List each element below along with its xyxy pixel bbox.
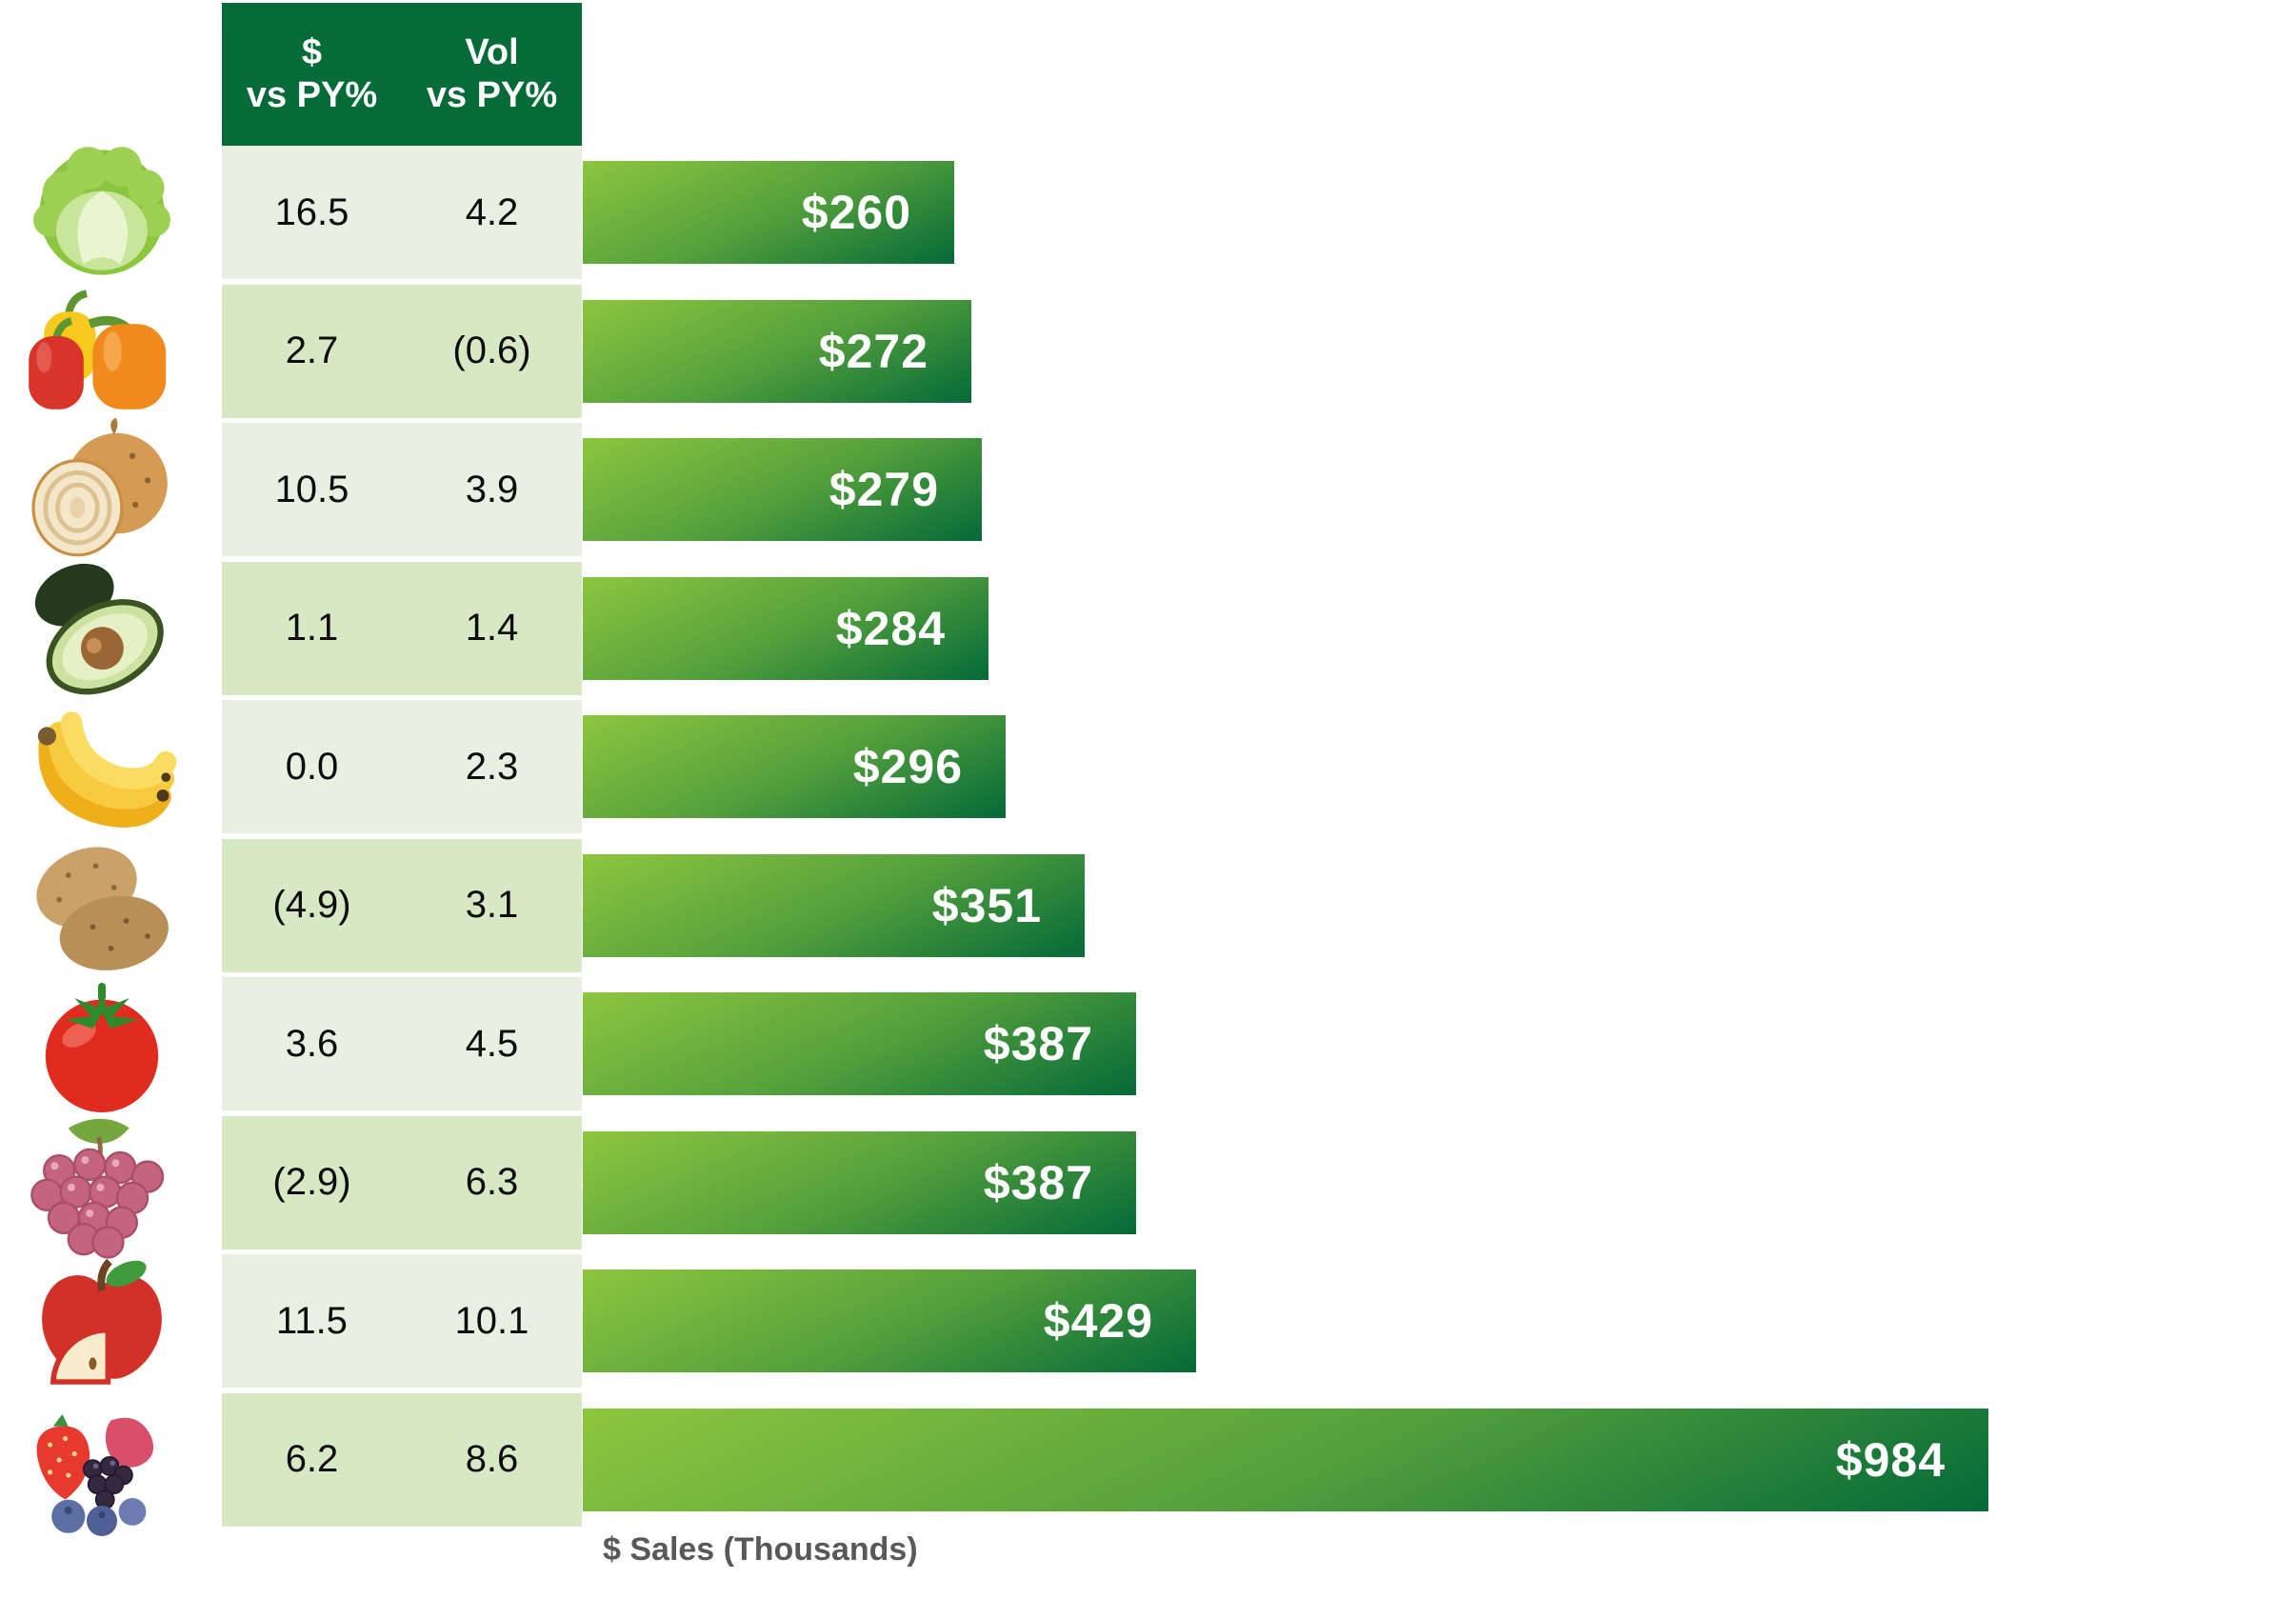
- produce-row: 16.5 4.2 $260: [0, 146, 2296, 279]
- vol-vs-py-cell: 2.3: [465, 745, 519, 788]
- produce-row: 2.7 (0.6) $272: [0, 284, 2296, 418]
- sales-value-label: $296: [852, 740, 963, 793]
- vol-vs-py-cell: 10.1: [454, 1299, 529, 1342]
- produce-row: 3.6 4.5 $387: [0, 977, 2296, 1112]
- sales-bar: $429: [583, 1269, 1196, 1372]
- sales-value-label: $284: [835, 601, 946, 655]
- vol-vs-py-cell: 8.6: [465, 1438, 519, 1480]
- bananas-icon: [13, 690, 190, 843]
- sales-value-label: $387: [983, 1017, 1093, 1070]
- grapes-icon: [13, 1107, 190, 1259]
- dollar-vs-py-cell: 6.2: [285, 1438, 339, 1480]
- vol-vs-py-cell: 3.9: [465, 468, 519, 510]
- lettuce-icon: [13, 136, 190, 289]
- table-row: 6.2 8.6: [222, 1392, 582, 1527]
- produce-row: 11.5 10.1 $429: [0, 1254, 2296, 1388]
- dollar-vs-py-cell: 11.5: [276, 1299, 348, 1342]
- table-header: $ vs PY% Vol vs PY%: [222, 3, 582, 146]
- vol-vs-py-cell: 6.3: [465, 1161, 519, 1203]
- sales-bar: $260: [583, 161, 954, 264]
- produce-row: 0.0 2.3 $296: [0, 700, 2296, 833]
- produce-row: 10.5 3.9 $279: [0, 417, 2296, 557]
- sales-value-label: $387: [983, 1155, 1093, 1209]
- table-row: 0.0 2.3: [222, 700, 582, 833]
- sales-value-label: $260: [801, 186, 911, 239]
- table-row: (2.9) 6.3: [222, 1115, 582, 1249]
- produce-row: (4.9) 3.1 $351: [0, 838, 2296, 972]
- sales-value-label: $429: [1043, 1294, 1153, 1348]
- sales-bar: $984: [583, 1408, 1988, 1511]
- produce-row: 6.2 8.6 $984: [0, 1392, 2296, 1536]
- table-row: 2.7 (0.6): [222, 284, 582, 418]
- sales-value-label: $272: [818, 324, 928, 378]
- vol-vs-py-cell: 4.2: [465, 190, 519, 233]
- avocado-icon: [13, 552, 190, 705]
- apple-icon: [13, 1245, 190, 1397]
- sales-bar: $272: [583, 299, 971, 403]
- dollar-vs-py-cell: 3.6: [285, 1022, 339, 1065]
- table-row: 3.6 4.5: [222, 977, 582, 1110]
- dollar-vs-py-cell: (4.9): [272, 884, 351, 926]
- sales-value-label: $279: [829, 463, 939, 516]
- produce-row: 1.1 1.4 $284: [0, 561, 2296, 695]
- sales-bar: $296: [583, 715, 1006, 818]
- sales-bar: $351: [583, 853, 1085, 957]
- dollar-vs-py-header: $ vs PY%: [246, 32, 378, 115]
- table-row: 11.5 10.1: [222, 1254, 582, 1388]
- sales-bar: $387: [583, 1130, 1136, 1234]
- vol-vs-py-cell: (0.6): [452, 330, 531, 371]
- table-row: (4.9) 3.1: [222, 838, 582, 972]
- dollar-vs-py-cell: 0.0: [285, 745, 339, 788]
- vol-vs-py-cell: 4.5: [465, 1022, 519, 1065]
- vol-vs-py-cell: 3.1: [465, 884, 519, 926]
- dollar-vs-py-cell: 2.7: [285, 330, 339, 371]
- potatoes-icon: [13, 829, 190, 982]
- dollar-vs-py-cell: 1.1: [285, 607, 339, 649]
- vol-vs-py-cell: 1.4: [465, 607, 519, 649]
- dollar-vs-py-cell: 16.5: [274, 190, 349, 233]
- berries-icon: [13, 1384, 190, 1536]
- table-row: 16.5 4.2: [222, 146, 582, 279]
- sales-bar: $279: [583, 438, 982, 541]
- sales-value-label: $351: [931, 878, 1042, 932]
- produce-row: (2.9) 6.3 $387: [0, 1115, 2296, 1259]
- sales-bar: $284: [583, 576, 988, 680]
- table-row: 10.5 3.9: [222, 423, 582, 556]
- dollar-vs-py-cell: 10.5: [274, 468, 349, 510]
- sales-value-label: $984: [1835, 1432, 1946, 1487]
- tomato-icon: [13, 968, 190, 1120]
- sales-bar: $387: [583, 992, 1136, 1095]
- table-row: 1.1 1.4: [222, 561, 582, 695]
- vol-vs-py-header: Vol vs PY%: [426, 32, 558, 115]
- bell-peppers-icon: [13, 275, 190, 428]
- x-axis-label: $ Sales (Thousands): [603, 1531, 918, 1568]
- onion-icon: [13, 413, 190, 566]
- dollar-vs-py-cell: (2.9): [272, 1161, 351, 1203]
